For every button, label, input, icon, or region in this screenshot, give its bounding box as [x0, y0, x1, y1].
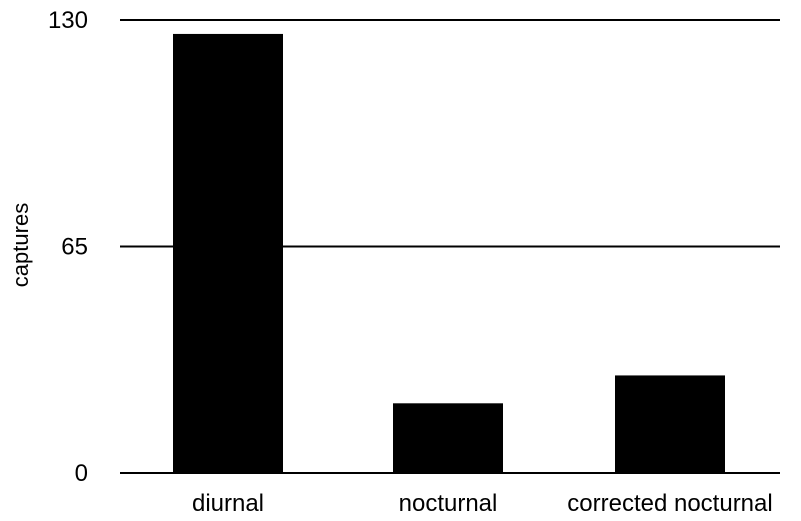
bar-nocturnal: [393, 403, 503, 473]
y-tick-label: 130: [48, 7, 88, 34]
bar-diurnal: [173, 33, 283, 473]
y-tick-label: 0: [75, 460, 88, 487]
y-tick-labels: 0 65 130: [48, 7, 88, 487]
bars: [173, 33, 725, 473]
x-tick-label: diurnal: [192, 490, 264, 517]
bar-corrected-nocturnal: [615, 375, 725, 473]
y-axis-title: captures: [8, 203, 33, 287]
y-tick-label: 65: [61, 234, 88, 261]
x-tick-labels: diurnal nocturnal corrected nocturnal: [192, 490, 773, 517]
x-tick-label: corrected nocturnal: [567, 490, 772, 517]
x-tick-label: nocturnal: [399, 490, 498, 517]
